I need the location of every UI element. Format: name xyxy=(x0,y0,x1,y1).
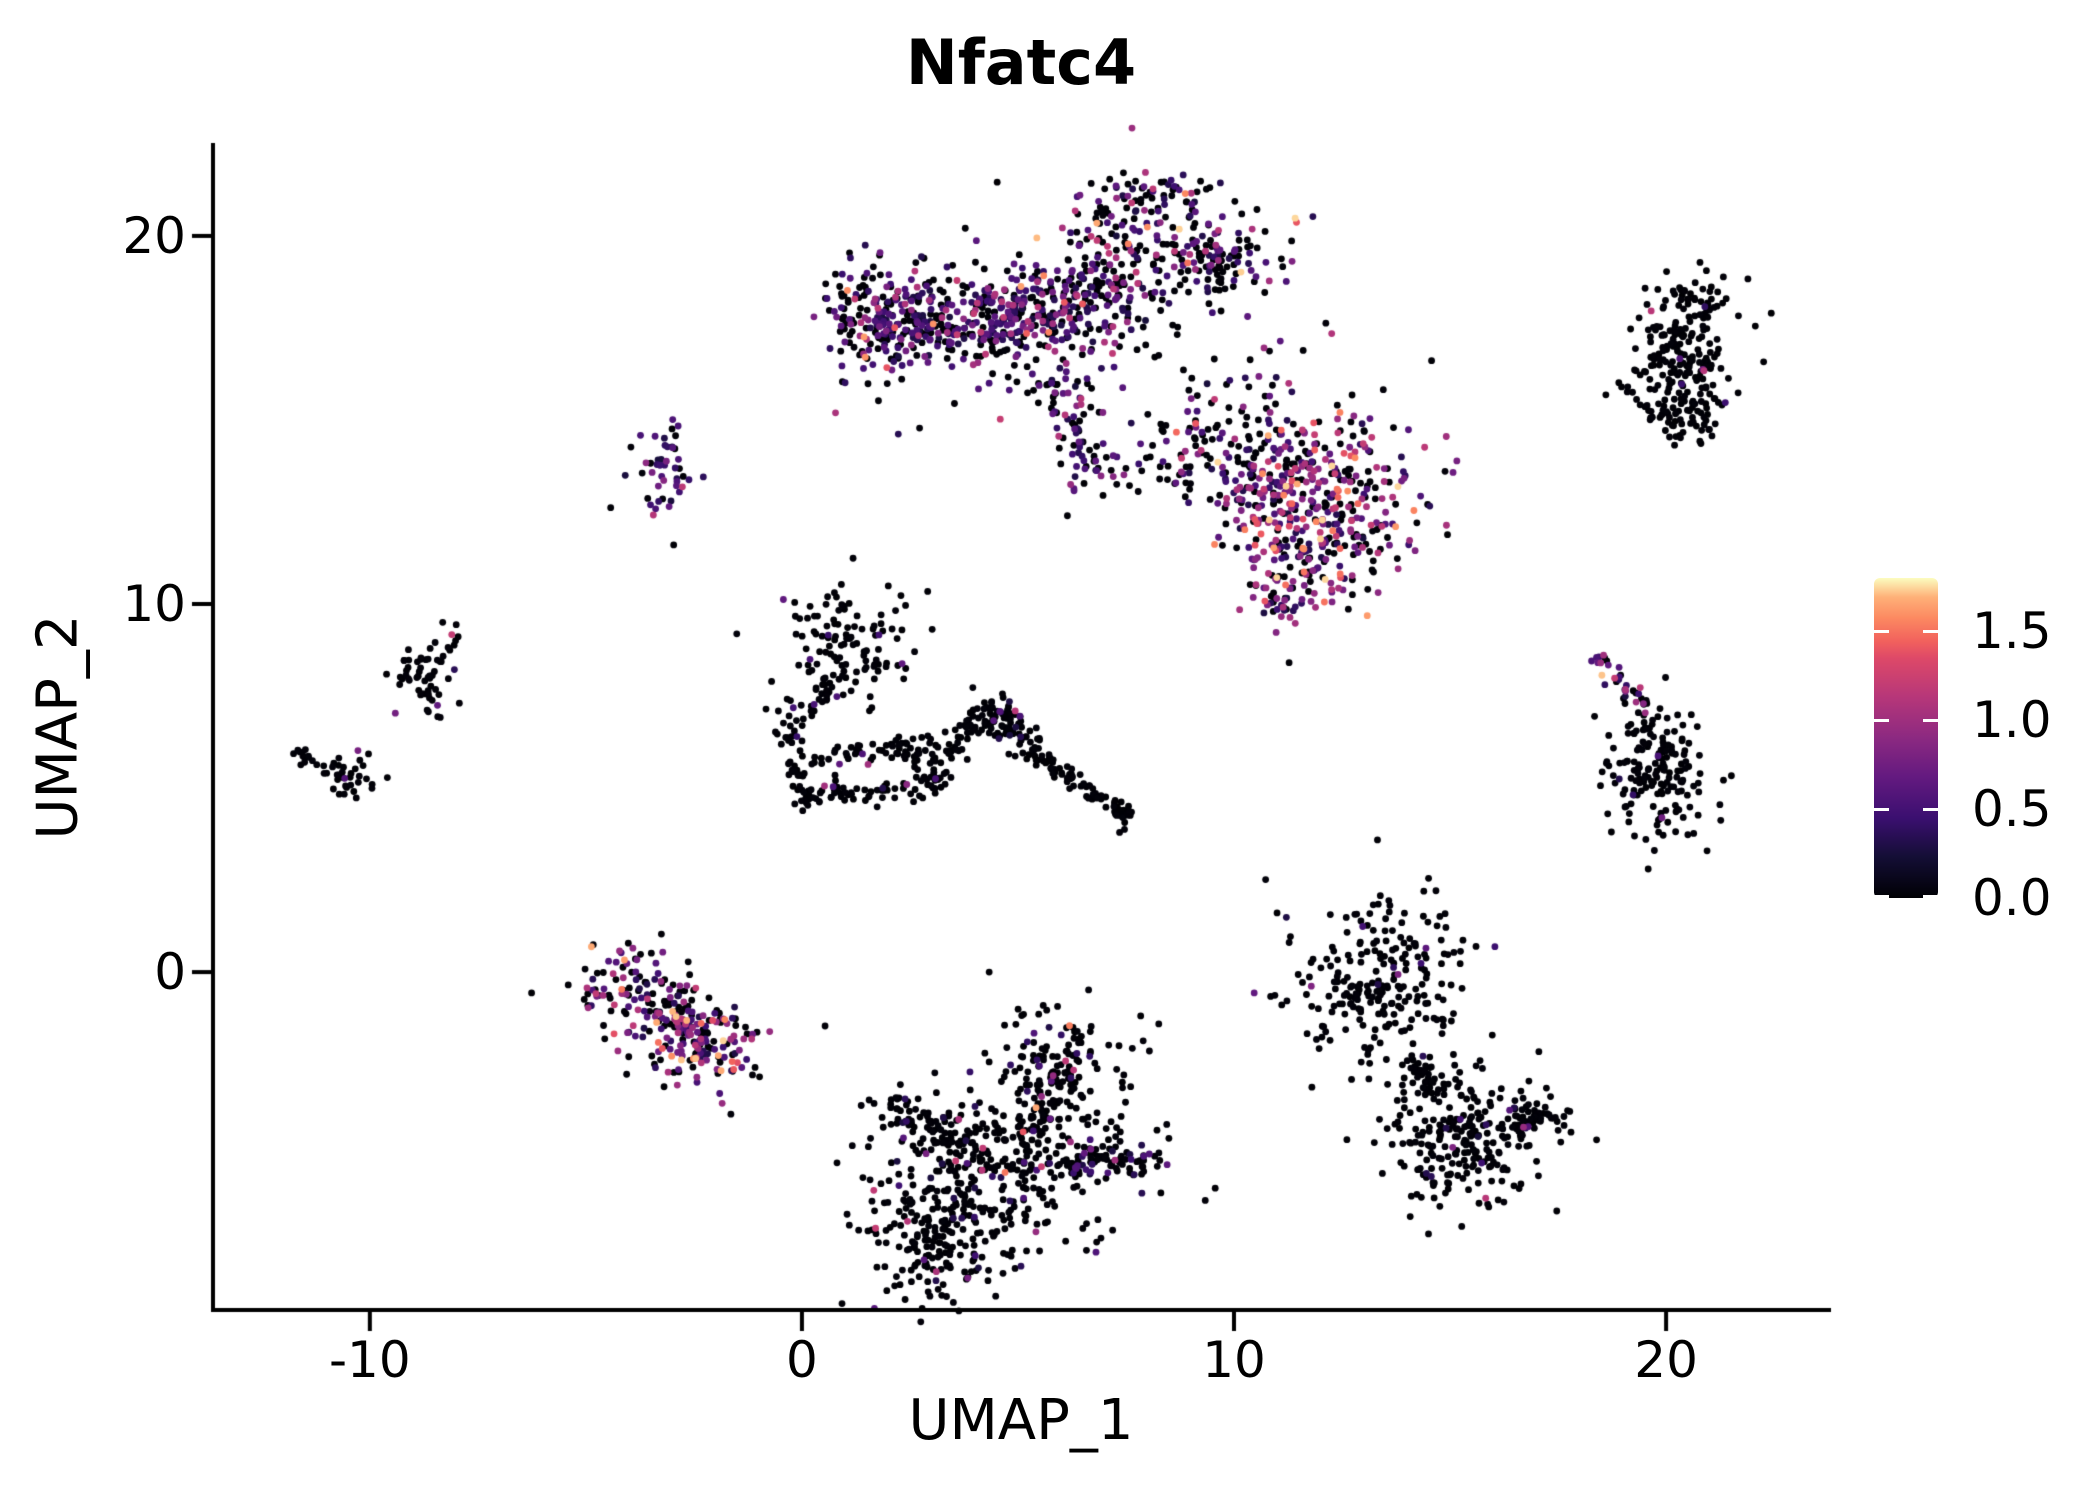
colorbar-tick-mark xyxy=(1923,718,1938,722)
colorbar-tick-label: 0.5 xyxy=(1972,780,2052,839)
colorbar-tick-mark xyxy=(1874,629,1889,633)
x-tick-label: 0 xyxy=(786,1331,818,1389)
colorbar-tick-mark xyxy=(1923,807,1938,811)
y-tick-label: 20 xyxy=(122,206,186,265)
colorbar-tick-label: 0.0 xyxy=(1972,869,2052,927)
colorbar-tick-mark xyxy=(1874,807,1889,811)
x-tick-label: 10 xyxy=(1202,1331,1266,1389)
colorbar-tick-label: 1.5 xyxy=(1972,602,2052,661)
y-tick-label: 10 xyxy=(122,575,186,633)
colorbar-tick-mark xyxy=(1923,895,1938,898)
x-axis-label: UMAP_1 xyxy=(908,1388,1134,1453)
colorbar-tick-mark xyxy=(1874,718,1889,722)
y-tick-label: 0 xyxy=(154,943,186,1002)
plot-title: Nfatc4 xyxy=(905,26,1137,99)
x-tick-label: -10 xyxy=(329,1331,411,1389)
y-axis-label: UMAP_2 xyxy=(25,614,91,840)
colorbar-tick-mark xyxy=(1923,629,1938,633)
x-tick-label: 20 xyxy=(1634,1331,1698,1389)
colorbar-tick-label: 1.0 xyxy=(1972,691,2052,750)
colorbar-gradient xyxy=(1874,578,1938,898)
colorbar-tick-mark xyxy=(1874,895,1889,898)
